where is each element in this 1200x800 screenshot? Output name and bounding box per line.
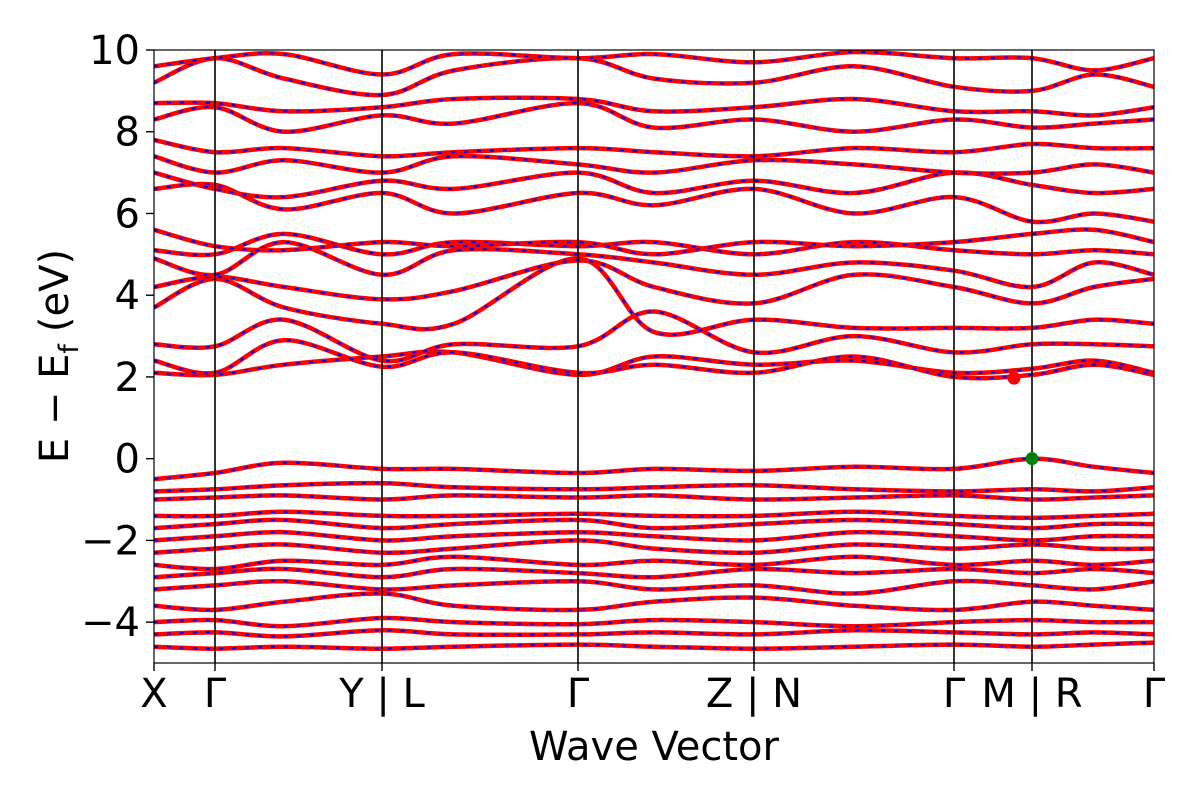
band-dash-18 — [154, 259, 1154, 305]
band-dash-11 — [154, 494, 1154, 501]
band-line-17 — [154, 256, 1154, 337]
y-axis-ticks: 10 8 6 4 2 0 −2 −4 — [81, 28, 154, 646]
band-dash-20 — [154, 232, 1154, 257]
x-tick-label-1: Γ — [204, 671, 227, 717]
band-line-3 — [154, 591, 1154, 613]
band-line-7 — [154, 538, 1154, 556]
x-tick-label-4: Z | N — [706, 671, 802, 717]
band-dash-10 — [154, 510, 1154, 520]
band-line-9 — [154, 517, 1154, 531]
x-tick-label-5: Γ — [943, 671, 966, 717]
x-tick-label-3: Γ — [567, 671, 590, 717]
y-tick-label-3: 4 — [115, 273, 140, 319]
band-line-25 — [154, 137, 1154, 159]
band-dash-16 — [154, 310, 1154, 363]
band-dash-19 — [154, 240, 1154, 289]
band-line-6 — [154, 554, 1154, 572]
band-line-26 — [154, 100, 1154, 134]
band-dash-12 — [154, 482, 1154, 493]
y-tick-label-7: −4 — [81, 600, 140, 646]
band-dash-0 — [154, 641, 1154, 650]
y-tick-label-1: 8 — [115, 110, 140, 156]
y-tick-label-6: −2 — [81, 518, 140, 564]
marker-cbm — [1007, 371, 1021, 385]
band-line-21 — [154, 227, 1154, 257]
x-tick-label-7: Γ — [1143, 671, 1166, 717]
y-axis-label-main: E − E — [32, 354, 78, 464]
y-tick-label-2: 6 — [115, 191, 140, 237]
x-tick-label-2: Y | L — [338, 671, 425, 717]
y-tick-label-0: 10 — [89, 28, 140, 74]
band-dash-22 — [154, 182, 1154, 224]
x-tick-label-6: M | R — [981, 671, 1082, 717]
band-dash-23 — [154, 171, 1154, 199]
extremum-markers — [1007, 371, 1039, 466]
band-line-13 — [154, 456, 1154, 482]
band-dash-29 — [154, 50, 1154, 76]
band-line-2 — [154, 615, 1154, 629]
y-axis-label: E − Ef (eV) — [32, 249, 85, 463]
x-tick-label-0: X — [140, 671, 167, 717]
band-dash-28 — [154, 56, 1154, 97]
plot-frame — [153, 49, 1155, 664]
bands-layer — [154, 50, 1154, 651]
band-line-27 — [154, 95, 1154, 118]
y-tick-label-4: 2 — [115, 355, 140, 401]
band-line-8 — [154, 529, 1154, 543]
y-axis-label-unit: (eV) — [32, 249, 78, 332]
band-dash-24 — [154, 155, 1154, 175]
band-dash-1 — [154, 629, 1154, 638]
band-line-14 — [154, 349, 1154, 378]
marker-vbm — [1025, 452, 1039, 466]
y-axis-label-sub: f — [54, 343, 85, 354]
x-axis-label: Wave Vector — [529, 724, 780, 770]
k-point-lines — [214, 50, 1033, 663]
band-line-4 — [154, 578, 1154, 596]
y-tick-label-5: 0 — [115, 437, 140, 483]
band-line-5 — [154, 566, 1154, 580]
